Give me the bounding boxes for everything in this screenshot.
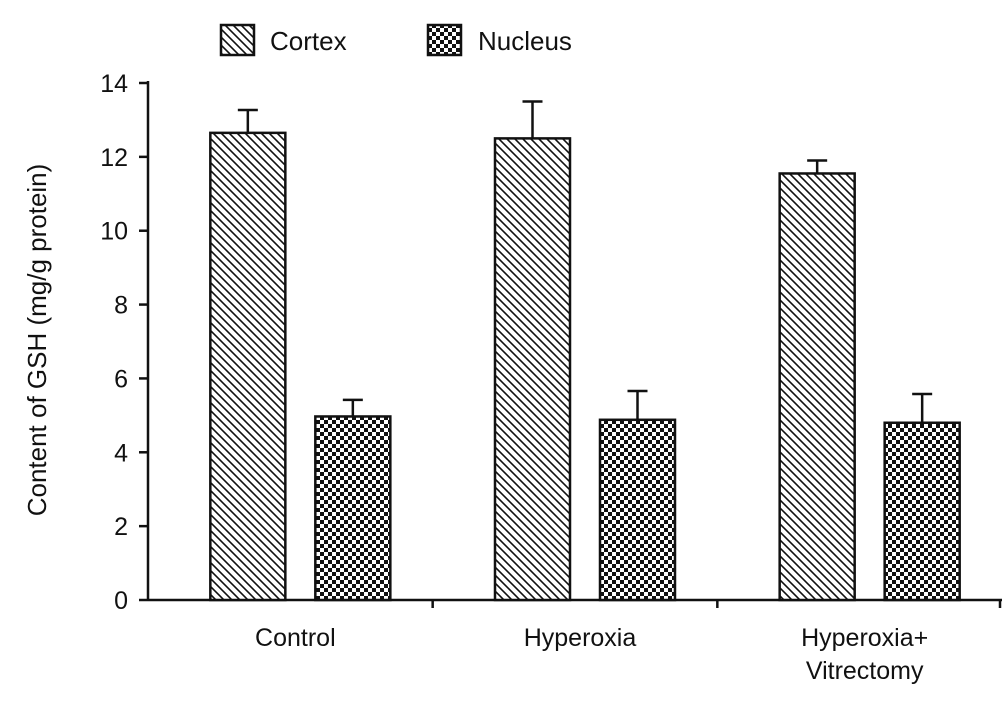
y-tick-label-0: 0 <box>114 587 128 615</box>
bar-nucleus-0 <box>314 415 392 602</box>
y-tick-label-12: 12 <box>100 144 128 172</box>
y-tick-label-10: 10 <box>100 218 128 246</box>
bar-cortex-0 <box>209 131 287 602</box>
legend-swatch-nucleus <box>426 23 463 57</box>
bar-nucleus-2 <box>883 421 961 602</box>
x-category-label-line: Hyperoxia+ <box>801 624 928 652</box>
x-category-label-0: Control <box>255 624 336 652</box>
legend-label-nucleus: Nucleus <box>478 26 572 56</box>
bar-nucleus-1 <box>598 418 677 602</box>
y-tick-label-4: 4 <box>114 439 128 467</box>
x-category-label-1: Hyperoxia <box>524 624 637 652</box>
bar-cortex-2 <box>778 172 856 602</box>
x-category-label-line: Hyperoxia <box>524 624 637 652</box>
x-category-label-line: Control <box>255 624 336 652</box>
y-tick-label-8: 8 <box>114 292 128 320</box>
legend: Cortex Nucleus <box>219 23 572 57</box>
y-axis-title: Content of GSH (mg/g protein) <box>22 164 52 517</box>
bar-cortex-1 <box>493 137 572 602</box>
plot-area: 0 2 4 6 8 10 12 14 Control Hyperoxia Hyperoxia+ Vit… <box>100 70 1002 685</box>
y-tick-label-6: 6 <box>114 365 128 393</box>
y-tick-label-2: 2 <box>114 513 128 541</box>
x-category-label-line: Vitrectomy <box>806 657 924 685</box>
legend-swatch-cortex <box>219 23 256 57</box>
y-tick-label-14: 14 <box>100 70 128 98</box>
legend-label-cortex: Cortex <box>270 26 347 56</box>
x-category-label-2: Hyperoxia+ Vitrectomy <box>801 624 928 685</box>
